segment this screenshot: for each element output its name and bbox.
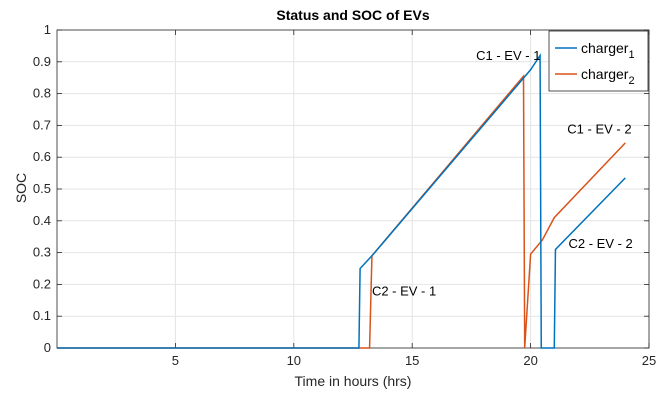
x-tick-label: 20 bbox=[523, 353, 537, 368]
legend-label-name: charger bbox=[581, 66, 629, 82]
y-tick-label: 0.6 bbox=[33, 149, 51, 164]
y-tick-label: 0.7 bbox=[33, 117, 51, 132]
annotation-label: C2 - EV - 2 bbox=[568, 236, 632, 251]
legend-label-subscript: 1 bbox=[628, 49, 634, 61]
x-tick-label: 5 bbox=[172, 353, 179, 368]
x-tick-label: 15 bbox=[405, 353, 419, 368]
y-tick-label: 0.5 bbox=[33, 181, 51, 196]
annotation-label: C2 - EV - 1 bbox=[372, 284, 436, 299]
y-tick-label: 0.8 bbox=[33, 86, 51, 101]
annotation-label: C1 - EV - 1 bbox=[476, 48, 540, 63]
y-tick-label: 0 bbox=[44, 340, 51, 355]
x-tick-label: 10 bbox=[287, 353, 301, 368]
plot-area: 5 10 15 20 25 0 0.1 0.2 0.3 0.4 0.5 0.6 0.7 0.8 0.9 1 C1… bbox=[33, 22, 656, 368]
series-line-charger2 bbox=[57, 74, 626, 349]
chart-title: Status and SOC of EVs bbox=[276, 7, 429, 23]
y-tick-label: 0.2 bbox=[33, 276, 51, 291]
legend-label: charger2 bbox=[581, 66, 635, 87]
y-tick-label: 0.1 bbox=[33, 308, 51, 323]
legend-label-subscript: 2 bbox=[628, 75, 634, 87]
x-tick-label: 25 bbox=[642, 353, 656, 368]
annotation-label: C1 - EV - 2 bbox=[567, 121, 631, 136]
y-tick-label: 0.4 bbox=[33, 213, 51, 228]
y-axis-title: SOC bbox=[13, 173, 29, 203]
y-tick-label: 1 bbox=[44, 22, 51, 37]
y-tick-label: 0.9 bbox=[33, 54, 51, 69]
legend-label-name: charger bbox=[581, 40, 629, 56]
legend-label: charger1 bbox=[581, 40, 635, 61]
y-tick-label: 0.3 bbox=[33, 245, 51, 260]
legend-box bbox=[548, 30, 649, 92]
series-line-charger1 bbox=[57, 52, 626, 349]
x-axis-title: Time in hours (hrs) bbox=[295, 373, 412, 389]
